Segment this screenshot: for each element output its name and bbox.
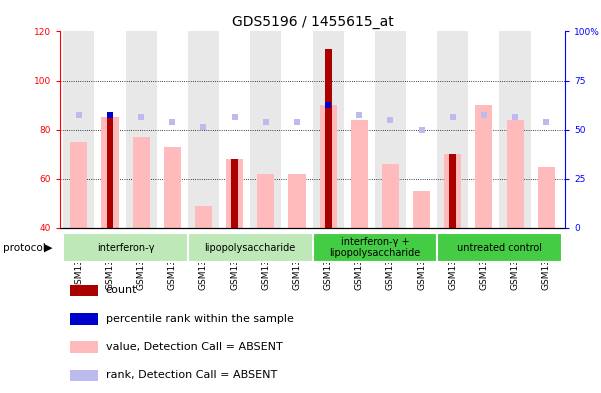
Point <box>74 112 84 118</box>
Text: lipopolysaccharide: lipopolysaccharide <box>204 242 296 253</box>
Bar <box>126 31 157 228</box>
Point <box>292 119 302 125</box>
Point <box>355 112 364 118</box>
Bar <box>231 159 238 228</box>
Bar <box>63 233 188 262</box>
Point <box>230 114 239 121</box>
Bar <box>188 31 219 228</box>
Text: untreated control: untreated control <box>457 242 542 253</box>
Bar <box>437 233 562 262</box>
Bar <box>70 369 98 381</box>
Bar <box>106 118 114 228</box>
Bar <box>313 31 344 228</box>
Point <box>386 117 395 123</box>
Point <box>479 112 489 118</box>
Point <box>199 124 209 130</box>
Point <box>448 114 457 121</box>
Bar <box>219 31 250 228</box>
Bar <box>499 31 531 228</box>
Bar <box>450 154 456 228</box>
Bar <box>406 31 437 228</box>
Bar <box>133 137 150 228</box>
Bar <box>70 285 98 296</box>
Bar <box>157 31 188 228</box>
Point <box>323 102 333 108</box>
Point <box>168 119 177 125</box>
Bar <box>382 164 399 228</box>
Text: count: count <box>106 285 137 296</box>
Point <box>105 112 115 118</box>
Bar <box>63 31 94 228</box>
Bar <box>351 120 368 228</box>
Bar <box>288 174 305 228</box>
Point <box>542 119 551 125</box>
Bar <box>102 118 118 228</box>
Bar <box>468 31 499 228</box>
Bar <box>281 31 313 228</box>
Bar <box>437 31 468 228</box>
Text: protocol: protocol <box>3 242 46 253</box>
Bar <box>163 147 181 228</box>
Bar <box>70 142 87 228</box>
Point <box>323 102 333 108</box>
Bar <box>257 174 274 228</box>
Bar <box>226 159 243 228</box>
Text: interferon-γ: interferon-γ <box>97 242 154 253</box>
Bar <box>70 313 98 325</box>
Point <box>416 127 426 133</box>
Text: interferon-γ +
lipopolysaccharide: interferon-γ + lipopolysaccharide <box>329 237 421 258</box>
Bar <box>70 341 98 353</box>
Point <box>261 119 270 125</box>
Bar <box>475 105 492 228</box>
Point <box>136 114 146 121</box>
Point <box>105 112 115 118</box>
Bar <box>325 49 332 228</box>
Bar <box>507 120 523 228</box>
Bar <box>413 191 430 228</box>
Bar <box>531 31 562 228</box>
Point <box>510 114 520 121</box>
Bar <box>444 154 462 228</box>
Bar <box>538 167 555 228</box>
Text: value, Detection Call = ABSENT: value, Detection Call = ABSENT <box>106 342 282 352</box>
Bar <box>195 206 212 228</box>
Bar <box>188 233 313 262</box>
Text: percentile rank within the sample: percentile rank within the sample <box>106 314 293 324</box>
Bar <box>94 31 126 228</box>
Text: rank, Detection Call = ABSENT: rank, Detection Call = ABSENT <box>106 370 277 380</box>
Bar <box>313 233 437 262</box>
Bar <box>344 31 375 228</box>
Bar <box>375 31 406 228</box>
Title: GDS5196 / 1455615_at: GDS5196 / 1455615_at <box>231 15 394 29</box>
Bar <box>320 105 337 228</box>
Bar <box>250 31 281 228</box>
Text: ▶: ▶ <box>44 242 52 253</box>
